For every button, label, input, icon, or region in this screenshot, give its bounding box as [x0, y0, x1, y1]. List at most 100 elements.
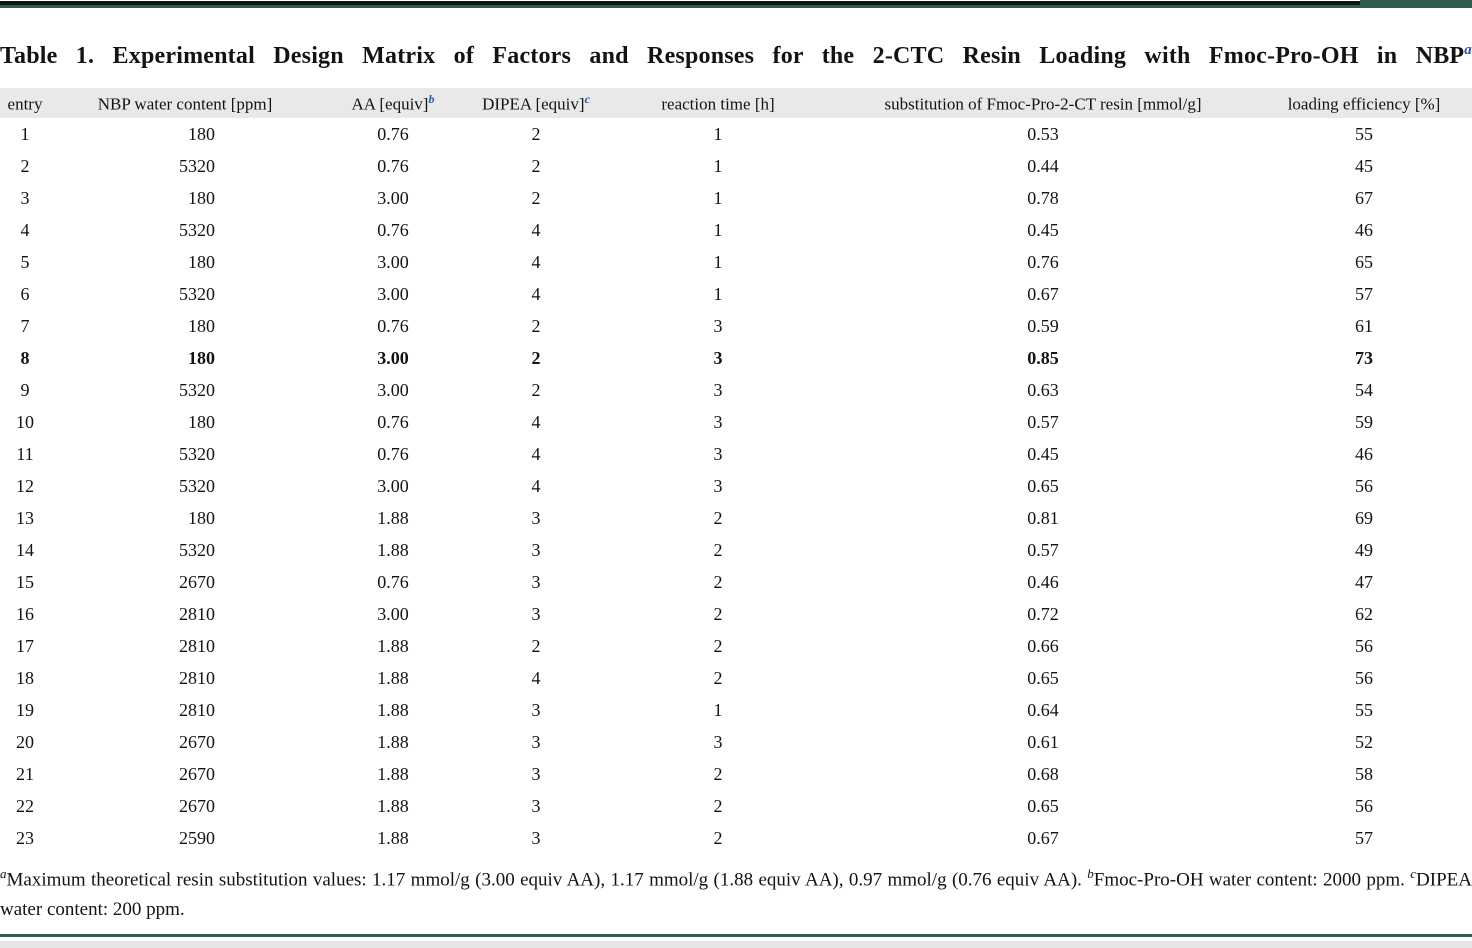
cell-entry: 17	[16, 635, 34, 656]
top-page-rule	[0, 0, 1472, 8]
cell-time: 3	[713, 379, 723, 400]
cell-sub: 0.64	[1027, 699, 1059, 720]
cell-entry: 18	[16, 667, 34, 688]
cell-nbp: 2670	[179, 795, 215, 816]
cell-time: 2	[713, 827, 723, 848]
table-row: 9 5320 3.00 2 3 0.63 54	[0, 374, 1472, 406]
cell-aa: 0.76	[377, 443, 409, 464]
table-footnotes: aMaximum theoretical resin substitution …	[0, 859, 1472, 925]
cell-aa: 1.88	[377, 827, 409, 848]
cell-time: 2	[713, 507, 723, 528]
cell-aa: 0.76	[377, 155, 409, 176]
cell-sub: 0.53	[1027, 123, 1059, 144]
footnote-c-marker: c	[1410, 866, 1417, 881]
footnote-a-text: Maximum theoretical resin substitution v…	[6, 869, 1088, 891]
table-row: 15 2670 0.76 3 2 0.46 47	[0, 566, 1472, 598]
cell-nbp: 2670	[179, 731, 215, 752]
cell-aa: 1.88	[377, 507, 409, 528]
cell-nbp: 5320	[179, 539, 215, 560]
cell-aa: 3.00	[377, 603, 409, 624]
cell-aa: 3.00	[377, 187, 409, 208]
cell-dipea: 3	[531, 507, 541, 528]
cell-aa: 0.76	[377, 123, 409, 144]
cell-entry: 14	[16, 539, 34, 560]
cell-sub: 0.45	[1027, 443, 1059, 464]
cell-dipea: 3	[531, 699, 541, 720]
cell-aa: 1.88	[377, 539, 409, 560]
cell-aa: 1.88	[377, 635, 409, 656]
table-row: 13 180 1.88 3 2 0.81 69	[0, 502, 1472, 534]
cell-eff: 55	[1355, 123, 1373, 144]
cell-entry: 19	[16, 699, 34, 720]
top-green-rule-right	[1360, 0, 1472, 7]
table-row: 14 5320 1.88 3 2 0.57 49	[0, 534, 1472, 566]
cell-dipea: 4	[531, 667, 541, 688]
cell-time: 1	[713, 699, 723, 720]
cell-time: 1	[713, 219, 723, 240]
cell-nbp: 180	[188, 507, 215, 528]
col-header-loading-efficiency: loading efficiency [%]	[1287, 94, 1441, 114]
cell-eff: 54	[1355, 379, 1373, 400]
cell-eff: 69	[1355, 507, 1373, 528]
cell-nbp: 180	[188, 187, 215, 208]
cell-dipea: 2	[531, 347, 541, 368]
cell-time: 3	[713, 315, 723, 336]
cell-eff: 67	[1355, 187, 1373, 208]
cell-sub: 0.78	[1027, 187, 1059, 208]
cell-sub: 0.57	[1027, 411, 1059, 432]
footnote-a-marker: a	[0, 866, 7, 881]
cell-sub: 0.72	[1027, 603, 1059, 624]
cell-sub: 0.67	[1027, 827, 1059, 848]
cell-aa: 3.00	[377, 475, 409, 496]
cell-eff: 65	[1355, 251, 1373, 272]
cell-time: 3	[713, 443, 723, 464]
cell-entry: 3	[20, 187, 30, 208]
table-row: 18 2810 1.88 4 2 0.65 56	[0, 662, 1472, 694]
table-body: 1 180 0.76 2 1 0.53 55 2 5320 0.76 2 1 0.44 45 3 180 3.0…	[0, 118, 1472, 854]
cell-eff: 46	[1355, 443, 1373, 464]
cell-nbp: 2670	[179, 763, 215, 784]
cell-aa: 3.00	[377, 251, 409, 272]
cell-nbp: 5320	[179, 475, 215, 496]
cell-eff: 57	[1355, 283, 1373, 304]
table-row: 3 180 3.00 2 1 0.78 67	[0, 182, 1472, 214]
cell-dipea: 3	[531, 795, 541, 816]
cell-entry: 7	[20, 315, 30, 336]
cell-entry: 11	[16, 443, 34, 464]
cell-eff: 46	[1355, 219, 1373, 240]
cell-entry: 1	[20, 123, 30, 144]
table-row: 4 5320 0.76 4 1 0.45 46	[0, 214, 1472, 246]
cell-sub: 0.46	[1027, 571, 1059, 592]
cell-sub: 0.81	[1027, 507, 1059, 528]
cell-dipea: 2	[531, 187, 541, 208]
cell-eff: 56	[1355, 475, 1373, 496]
col-header-substitution: substitution of Fmoc-Pro-2-CT resin [mmo…	[884, 94, 1202, 114]
table-row: 8 180 3.00 2 3 0.85 73	[0, 342, 1472, 374]
table-row: 6 5320 3.00 4 1 0.67 57	[0, 278, 1472, 310]
cell-nbp: 5320	[179, 155, 215, 176]
cell-time: 3	[713, 411, 723, 432]
table-header-row: entry NBP water content [ppm] AA [equiv]…	[0, 88, 1472, 118]
cell-entry: 12	[16, 475, 34, 496]
cell-eff: 61	[1355, 315, 1373, 336]
cell-dipea: 2	[531, 635, 541, 656]
cell-eff: 56	[1355, 635, 1373, 656]
cell-dipea: 4	[531, 251, 541, 272]
table-row: 20 2670 1.88 3 3 0.61 52	[0, 726, 1472, 758]
cell-dipea: 3	[531, 603, 541, 624]
experimental-design-table: entry NBP water content [ppm] AA [equiv]…	[0, 88, 1472, 854]
cell-nbp: 180	[188, 315, 215, 336]
table-row: 1 180 0.76 2 1 0.53 55	[0, 118, 1472, 150]
cell-entry: 9	[20, 379, 30, 400]
cell-dipea: 4	[531, 219, 541, 240]
cell-dipea: 3	[531, 731, 541, 752]
footnote-c-text: DIPEA water content: 200 ppm.	[0, 869, 1472, 921]
cell-dipea: 2	[531, 315, 541, 336]
cell-dipea: 4	[531, 283, 541, 304]
cell-nbp: 2810	[179, 603, 215, 624]
cell-eff: 45	[1355, 155, 1373, 176]
cell-time: 2	[713, 763, 723, 784]
cell-nbp: 180	[188, 411, 215, 432]
table-row: 7 180 0.76 2 3 0.59 61	[0, 310, 1472, 342]
bottom-gray-strip	[0, 940, 1472, 948]
